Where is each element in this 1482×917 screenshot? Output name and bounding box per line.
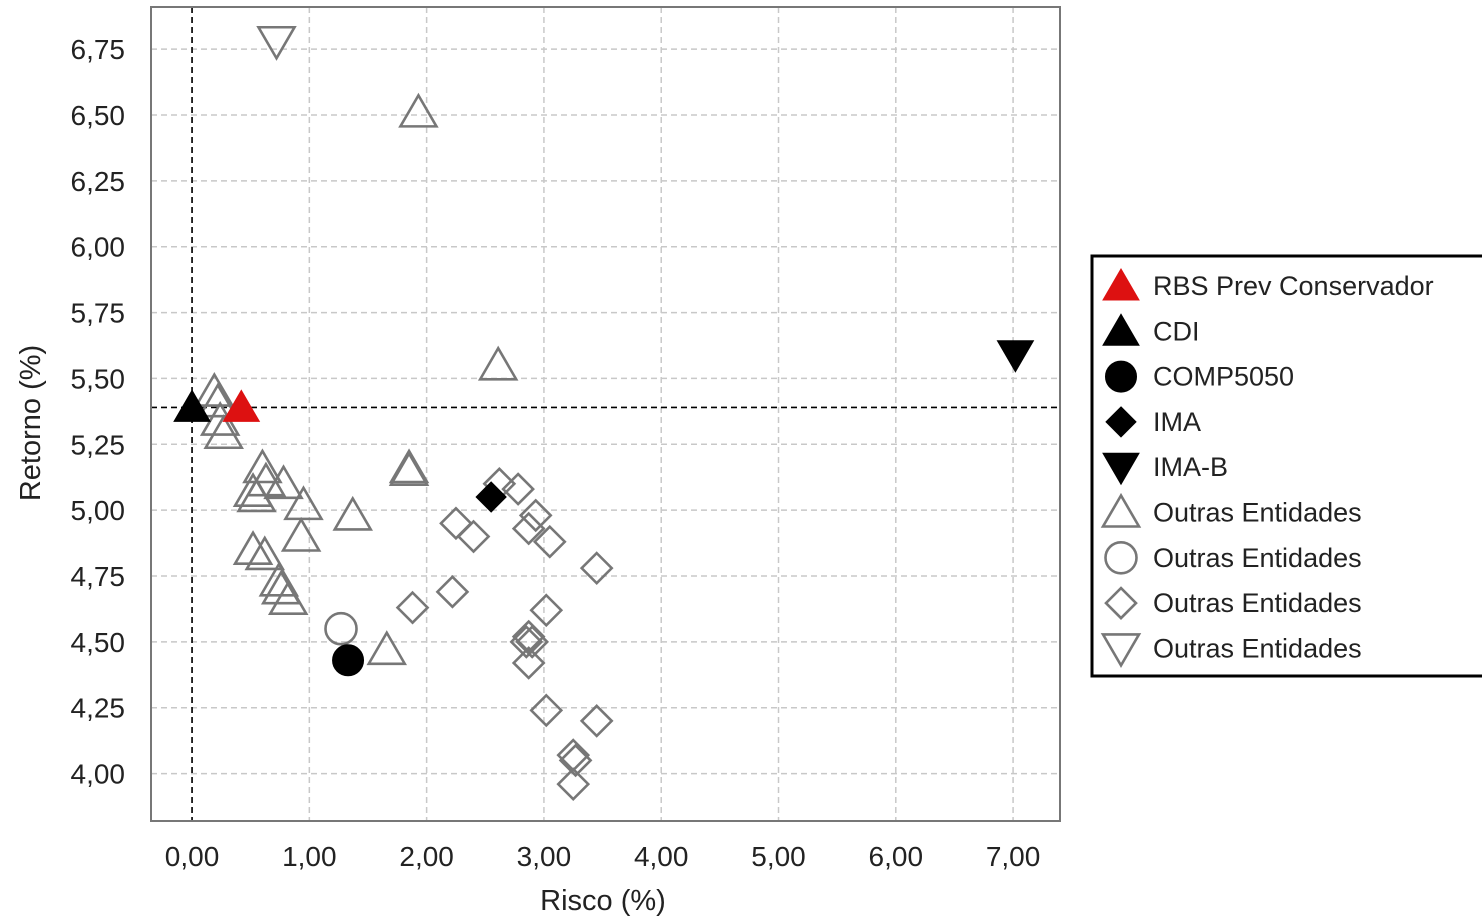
data-point-diamond xyxy=(532,524,567,559)
data-point-diamond xyxy=(511,511,546,546)
y-tick-label: 6,25 xyxy=(71,166,126,197)
data-point-diamond xyxy=(515,625,550,659)
x-tick-label: 1,00 xyxy=(282,841,337,872)
legend-label: Outras Entidades xyxy=(1153,588,1362,618)
x-axis-title: Risco (%) xyxy=(540,885,666,917)
data-points xyxy=(173,25,1035,801)
data-point-diamond xyxy=(435,574,470,609)
legend-label: IMA xyxy=(1153,407,1201,437)
legend-label: CDI xyxy=(1153,316,1200,346)
data-point-diamond xyxy=(439,506,473,541)
tick-labels: 0,00 1,00 2,00 3,00 4,00 5,00 6,00 7,00 6,75 6,50… xyxy=(71,34,1041,872)
x-tick-label: 4,00 xyxy=(634,841,689,872)
data-point-triangle-up xyxy=(222,389,261,422)
y-tick-label: 5,50 xyxy=(71,363,126,394)
legend-label: Outras Entidades xyxy=(1153,543,1362,573)
data-point-triangle-up xyxy=(173,389,211,422)
legend-marker-circle xyxy=(1104,540,1138,575)
legend-marker-circle xyxy=(1105,360,1137,393)
data-point-triangle-down xyxy=(996,340,1035,373)
y-tick-label: 5,00 xyxy=(71,495,126,526)
data-point-diamond xyxy=(579,551,614,585)
data-point-triangle-up xyxy=(388,448,430,484)
data-point-triangle-up xyxy=(242,448,283,484)
data-point-triangle-down xyxy=(256,25,297,61)
legend-label: Outras Entidades xyxy=(1153,633,1362,663)
legend-marker-triangle-down xyxy=(1100,633,1142,668)
y-tick-label: 4,75 xyxy=(71,561,126,592)
data-point-diamond xyxy=(475,481,507,513)
y-tick-label: 6,00 xyxy=(71,232,126,263)
data-point-diamond xyxy=(529,693,564,728)
data-point-triangle-up xyxy=(258,561,300,597)
reference-lines xyxy=(151,7,1060,821)
data-point-triangle-up xyxy=(244,535,286,571)
y-axis-title: Retorno (%) xyxy=(15,345,47,501)
x-tick-label: 3,00 xyxy=(517,841,572,872)
legend-marker-triangle-down xyxy=(1102,452,1140,486)
legend-marker-triangle-up xyxy=(1102,268,1140,301)
y-tick-label: 4,50 xyxy=(71,627,126,658)
legend-label: IMA-B xyxy=(1153,452,1228,482)
y-tick-label: 6,75 xyxy=(71,34,126,65)
data-point-diamond xyxy=(501,472,535,506)
data-point-triangle-up xyxy=(398,92,439,128)
legend-label: COMP5050 xyxy=(1153,362,1294,392)
grid xyxy=(151,7,1060,821)
legend-box xyxy=(1090,254,1482,678)
data-point-triangle-up xyxy=(194,372,235,407)
data-point-triangle-up xyxy=(197,382,239,418)
data-point-diamond xyxy=(529,593,564,628)
legend-label: RBS Prev Conservador xyxy=(1153,271,1434,301)
data-point-triangle-up xyxy=(232,472,274,508)
x-tick-label: 5,00 xyxy=(751,841,806,872)
plot-frame xyxy=(150,6,1061,822)
data-point-triangle-up xyxy=(236,477,277,513)
legend-marker-diamond xyxy=(1104,586,1138,620)
data-point-circle xyxy=(324,611,358,646)
data-point-triangle-up xyxy=(283,485,324,521)
y-tick-label: 6,50 xyxy=(71,100,126,131)
x-tick-label: 6,00 xyxy=(869,841,924,872)
data-point-diamond xyxy=(395,590,430,625)
data-point-diamond xyxy=(558,743,593,778)
x-tick-label: 0,00 xyxy=(165,841,220,872)
data-point-triangle-up xyxy=(232,530,274,565)
data-point-triangle-up xyxy=(366,630,408,666)
data-point-diamond xyxy=(456,519,491,554)
data-point-triangle-up xyxy=(280,516,322,552)
data-point-circle xyxy=(332,644,365,677)
y-tick-label: 5,25 xyxy=(71,429,126,460)
data-point-diamond xyxy=(518,498,553,533)
data-point-diamond xyxy=(511,646,546,680)
legend-marker-triangle-up xyxy=(1100,492,1142,528)
y-tick-label: 4,00 xyxy=(71,759,126,790)
data-point-triangle-up xyxy=(388,451,430,486)
x-tick-label: 2,00 xyxy=(399,841,454,872)
x-tick-label: 7,00 xyxy=(986,841,1041,872)
data-point-triangle-up xyxy=(477,345,519,381)
data-point-diamond xyxy=(556,767,591,801)
data-point-triangle-up xyxy=(263,464,304,500)
legend-marker-triangle-up xyxy=(1102,313,1140,346)
y-tick-label: 4,25 xyxy=(71,693,126,724)
legend-marker-diamond xyxy=(1105,406,1137,438)
data-point-triangle-up xyxy=(267,580,309,616)
legend-label: Outras Entidades xyxy=(1153,498,1362,528)
data-point-diamond xyxy=(509,625,544,659)
data-point-triangle-up xyxy=(332,495,373,531)
data-point-triangle-up xyxy=(203,414,244,450)
y-tick-label: 5,75 xyxy=(71,298,126,329)
legend: RBS Prev Conservador CDI COMP5050 IMA IMA-B O… xyxy=(1090,254,1482,678)
data-point-diamond xyxy=(579,704,614,738)
